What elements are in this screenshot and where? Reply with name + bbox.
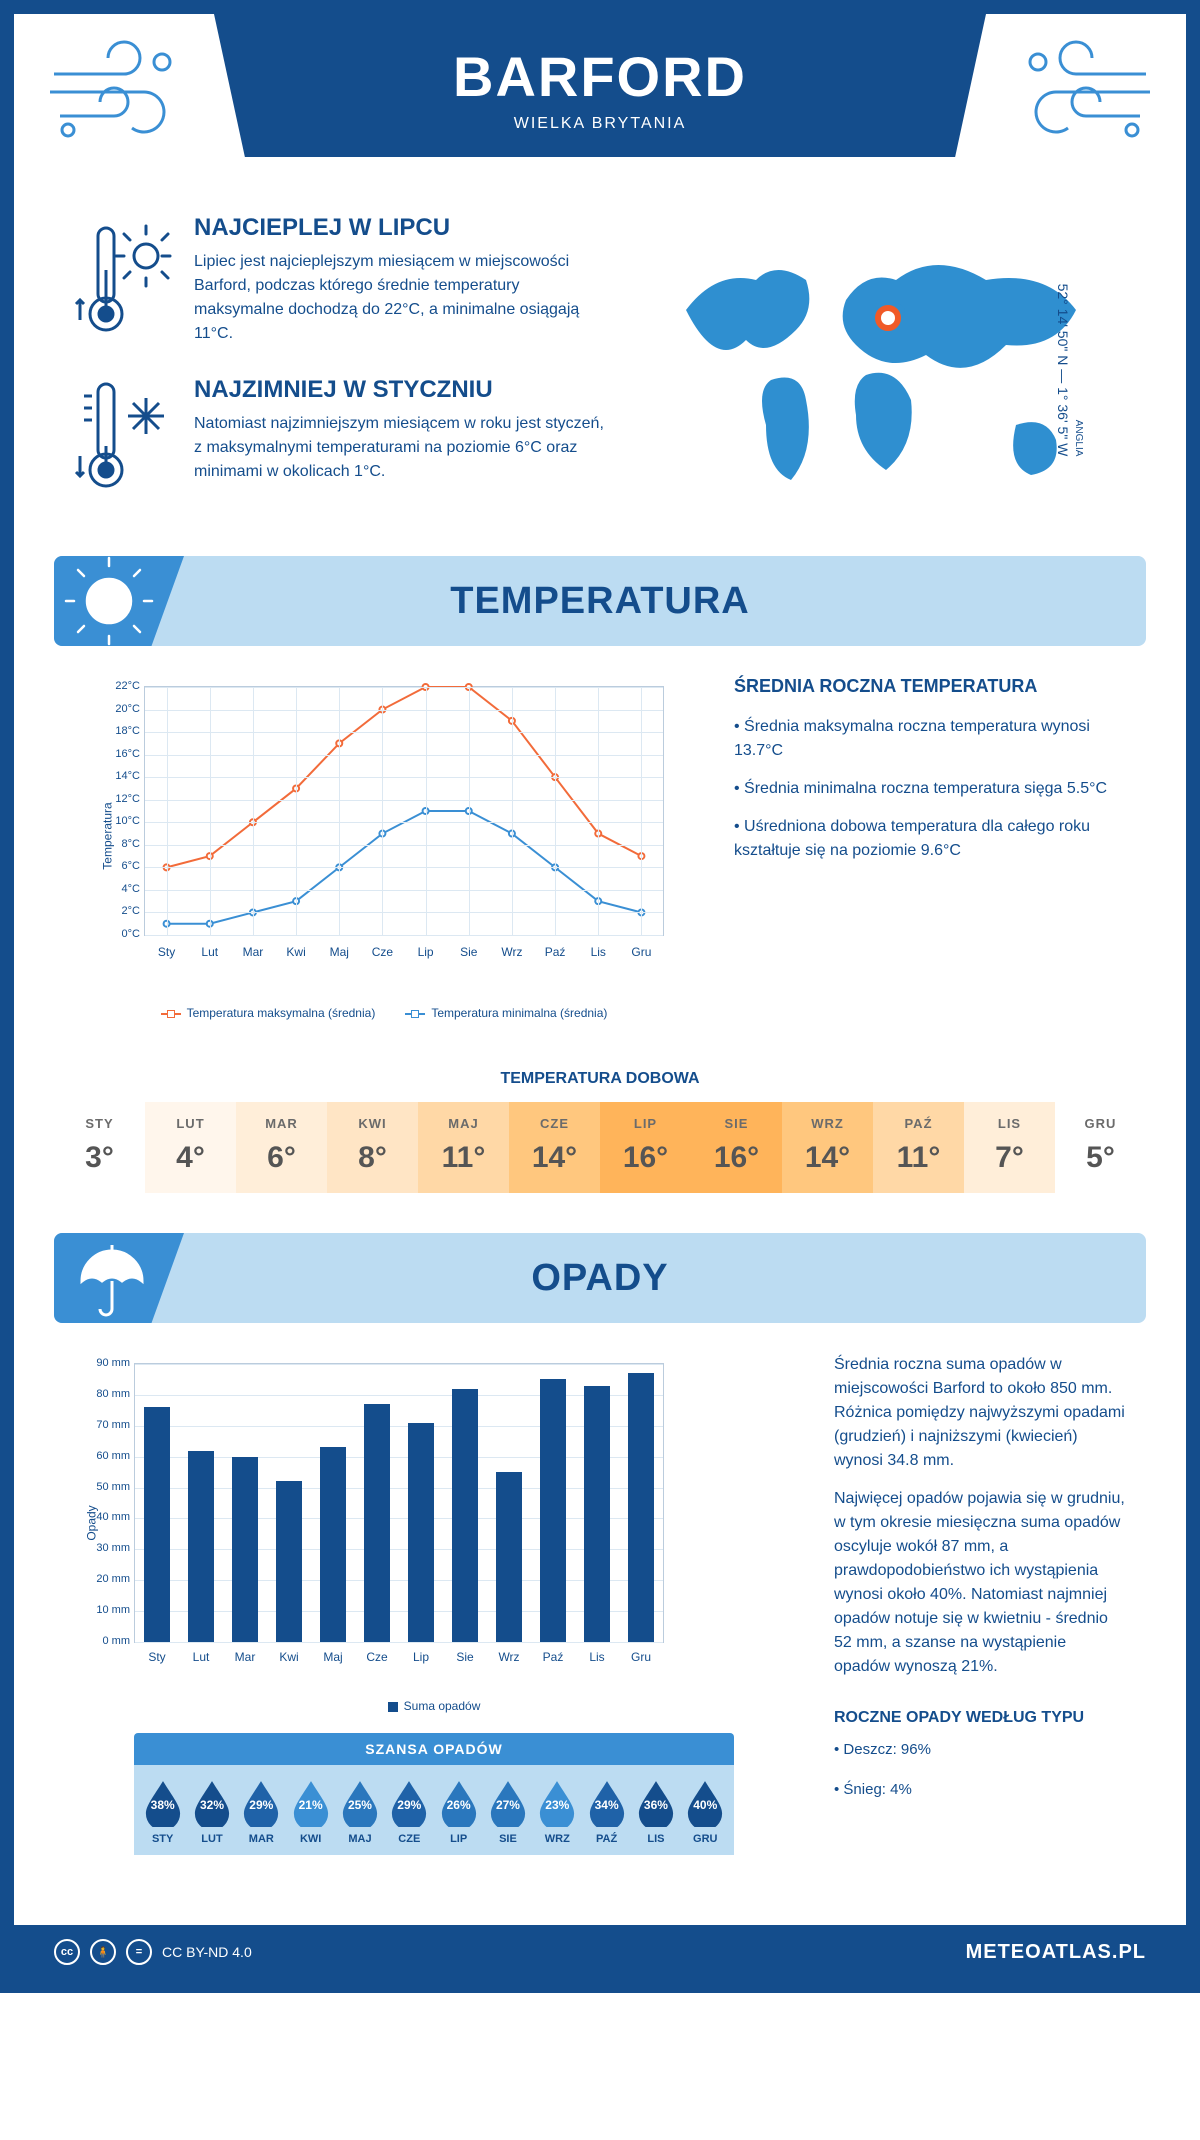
precip-legend: Suma opadów	[74, 1699, 794, 1713]
temperature-banner: TEMPERATURA	[54, 556, 1146, 646]
intro-section: NAJCIEPLEJ W LIPCU Lipiec jest najcieple…	[14, 194, 1186, 556]
temperature-chart: Temperatura StyLutMarKwiMajCzeLipSieWrzP…	[74, 676, 694, 1020]
precip-bar	[408, 1423, 434, 1642]
warmest-block: NAJCIEPLEJ W LIPCU Lipiec jest najcieple…	[74, 214, 606, 346]
daily-temp-cell: CZE14°	[509, 1102, 600, 1193]
thermometer-snow-icon	[74, 376, 174, 496]
daily-temp-cell: KWI8°	[327, 1102, 418, 1193]
daily-temp-cell: LIP16°	[600, 1102, 691, 1193]
rain-chance-cell: 29%MAR	[237, 1779, 286, 1845]
temperature-row: Temperatura StyLutMarKwiMajCzeLipSieWrzP…	[14, 676, 1186, 1050]
page-subtitle: WIELKA BRYTANIA	[214, 115, 986, 133]
cc-icon: cc	[54, 1939, 80, 1965]
precip-bar	[364, 1404, 390, 1642]
rain-chance-cell: 29%CZE	[385, 1779, 434, 1845]
daily-temp-cell: MAJ11°	[418, 1102, 509, 1193]
daily-temp-cell: STY3°	[54, 1102, 145, 1193]
precip-bar	[628, 1373, 654, 1642]
wind-icon	[14, 14, 214, 144]
precip-row: Opady StyLutMarKwiMajCzeLipSieWrzPaźLisG…	[14, 1353, 1186, 1885]
rain-chance-cell: 40%GRU	[681, 1779, 730, 1845]
footer: cc 🧍 = CC BY-ND 4.0 METEOATLAS.PL	[14, 1925, 1186, 1979]
rain-chance-cell: 32%LUT	[187, 1779, 236, 1845]
precip-heading: OPADY	[184, 1257, 1146, 1300]
precip-summary: Średnia roczna suma opadów w miejscowośc…	[834, 1353, 1126, 1855]
coldest-title: NAJZIMNIEJ W STYCZNIU	[194, 376, 606, 404]
daily-temp-cell: SIE16°	[691, 1102, 782, 1193]
precip-bar	[540, 1379, 566, 1642]
sun-icon	[54, 556, 184, 646]
rain-chance-box: SZANSA OPADÓW 38%STY32%LUT29%MAR21%KWI25…	[134, 1733, 734, 1855]
coordinates: ANGLIA 52° 14' 50" N — 1° 36' 5" W	[1055, 284, 1084, 457]
rain-chance-cell: 23%WRZ	[533, 1779, 582, 1845]
intro-text-col: NAJCIEPLEJ W LIPCU Lipiec jest najcieple…	[74, 214, 606, 526]
page: BARFORD WIELKA BRYTANIA	[0, 0, 1200, 1993]
daily-temp-cell: LUT4°	[145, 1102, 236, 1193]
precip-banner: OPADY	[54, 1233, 1146, 1323]
by-icon: 🧍	[90, 1939, 116, 1965]
site-name: METEOATLAS.PL	[966, 1941, 1146, 1964]
precip-type: ROCZNE OPADY WEDŁUG TYPU • Deszcz: 96% •…	[834, 1709, 1126, 1802]
daily-temp-cell: PAŹ11°	[873, 1102, 964, 1193]
rain-chance-cell: 21%KWI	[286, 1779, 335, 1845]
avg-temp-b2: • Średnia minimalna roczna temperatura s…	[734, 777, 1126, 801]
rain-chance-cell: 36%LIS	[631, 1779, 680, 1845]
precip-bar	[276, 1481, 302, 1642]
temperature-summary: ŚREDNIA ROCZNA TEMPERATURA • Średnia mak…	[734, 676, 1126, 1020]
daily-temp-cell: MAR6°	[236, 1102, 327, 1193]
avg-temp-b3: • Uśredniona dobowa temperatura dla całe…	[734, 815, 1126, 863]
precip-bar	[144, 1407, 170, 1642]
header: BARFORD WIELKA BRYTANIA	[14, 14, 1186, 194]
coldest-text: Natomiast najzimniejszym miesiącem w rok…	[194, 412, 606, 484]
rain-chance-cell: 38%STY	[138, 1779, 187, 1845]
precip-chart-col: Opady StyLutMarKwiMajCzeLipSieWrzPaźLisG…	[74, 1353, 794, 1855]
precip-bar	[188, 1451, 214, 1643]
precip-bar	[452, 1389, 478, 1642]
precip-bar	[320, 1447, 346, 1642]
precip-bar	[584, 1386, 610, 1642]
daily-temp-title: TEMPERATURA DOBOWA	[14, 1070, 1186, 1088]
daily-temp-cell: GRU5°	[1055, 1102, 1146, 1193]
temperature-legend: Temperatura maksymalna (średnia) Tempera…	[74, 1006, 694, 1020]
rain-chance-cell: 34%PAŹ	[582, 1779, 631, 1845]
coldest-block: NAJZIMNIEJ W STYCZNIU Natomiast najzimni…	[74, 376, 606, 496]
rain-chance-cell: 26%LIP	[434, 1779, 483, 1845]
warmest-title: NAJCIEPLEJ W LIPCU	[194, 214, 606, 242]
precip-bar	[496, 1472, 522, 1642]
rain-chance-cell: 27%SIE	[483, 1779, 532, 1845]
rain-chance-title: SZANSA OPADÓW	[134, 1733, 734, 1765]
temperature-heading: TEMPERATURA	[184, 580, 1146, 623]
avg-temp-b1: • Średnia maksymalna roczna temperatura …	[734, 715, 1126, 763]
warmest-text: Lipiec jest najcieplejszym miesiącem w m…	[194, 250, 606, 346]
daily-temp-cell: LIS7°	[964, 1102, 1055, 1193]
world-map: ANGLIA 52° 14' 50" N — 1° 36' 5" W	[646, 214, 1126, 526]
thermometer-sun-icon	[74, 214, 174, 346]
precip-bar	[232, 1457, 258, 1642]
rain-chance-cell: 25%MAJ	[335, 1779, 384, 1845]
precip-p1: Średnia roczna suma opadów w miejscowośc…	[834, 1353, 1126, 1473]
license: cc 🧍 = CC BY-ND 4.0	[54, 1939, 252, 1965]
page-title: BARFORD	[214, 44, 986, 109]
nd-icon: =	[126, 1939, 152, 1965]
daily-temp-row: STY3°LUT4°MAR6°KWI8°MAJ11°CZE14°LIP16°SI…	[54, 1102, 1146, 1193]
wind-icon	[986, 14, 1186, 144]
precip-p2: Najwięcej opadów pojawia się w grudniu, …	[834, 1487, 1126, 1679]
avg-temp-title: ŚREDNIA ROCZNA TEMPERATURA	[734, 676, 1126, 697]
umbrella-icon	[54, 1233, 184, 1323]
title-banner: BARFORD WIELKA BRYTANIA	[214, 14, 986, 157]
daily-temp-cell: WRZ14°	[782, 1102, 873, 1193]
